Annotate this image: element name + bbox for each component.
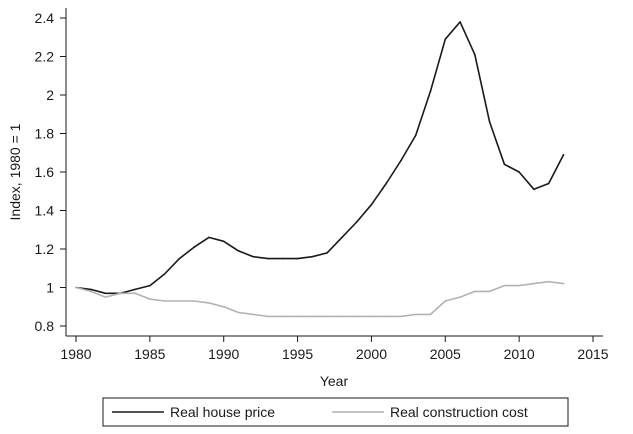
y-axis-title: Index, 1980 = 1: [7, 123, 23, 220]
data-point-real-construction-cost: [222, 306, 225, 308]
data-point-real-construction-cost: [252, 313, 255, 316]
data-point-real-house-price: [400, 159, 402, 162]
data-point-real-construction-cost: [562, 282, 565, 285]
data-point-real-construction-cost: [488, 290, 491, 293]
data-point-real-construction-cost: [370, 315, 373, 318]
data-point-real-construction-cost: [355, 315, 358, 318]
legend: Real house price Real construction cost: [102, 397, 569, 427]
data-point-real-house-price: [90, 288, 92, 291]
data-point-real-construction-cost: [282, 315, 284, 318]
x-tick-label: 2000: [356, 346, 387, 362]
x-tick-label: 1985: [134, 346, 165, 362]
y-tick-label: 2: [46, 87, 54, 103]
data-point-real-construction-cost: [90, 290, 92, 293]
data-point-real-house-price: [237, 250, 240, 252]
data-point-real-house-price: [459, 21, 461, 23]
data-point-real-house-price: [518, 171, 520, 173]
data-point-real-house-price: [385, 182, 388, 185]
data-point-real-house-price: [252, 255, 255, 258]
data-point-real-construction-cost: [474, 290, 476, 293]
data-point-real-construction-cost: [341, 315, 343, 318]
data-point-real-house-price: [547, 182, 550, 185]
data-point-real-construction-cost: [134, 292, 136, 295]
data-point-real-house-price: [282, 257, 284, 260]
data-point-real-house-price: [444, 38, 447, 40]
data-point-real-house-price: [222, 240, 225, 243]
data-point-real-house-price: [208, 236, 210, 239]
data-point-real-house-price: [178, 257, 181, 260]
series-line-real-construction-cost: [75, 280, 564, 318]
y-tick-label: 2.4: [35, 10, 55, 26]
series-line-real-house-price: [75, 21, 565, 295]
data-point-real-house-price: [296, 257, 299, 260]
data-point-real-house-price: [163, 273, 166, 275]
data-point-real-house-price: [311, 255, 314, 258]
data-point-real-construction-cost: [75, 286, 77, 289]
data-point-real-construction-cost: [414, 313, 417, 316]
y-tick-label: 1.2: [35, 241, 55, 257]
data-point-real-construction-cost: [267, 315, 269, 318]
data-point-real-house-price: [370, 203, 373, 206]
data-point-real-house-price: [104, 292, 107, 295]
x-tick-label: 1990: [208, 346, 239, 362]
data-point-real-construction-cost: [193, 300, 195, 302]
x-tick-label: 1995: [282, 346, 313, 362]
data-point-real-construction-cost: [163, 300, 166, 302]
data-point-real-house-price: [474, 53, 476, 56]
data-point-real-house-price: [562, 153, 565, 156]
data-point-real-house-price: [149, 284, 151, 287]
x-axis-title: Year: [320, 373, 349, 389]
data-point-real-construction-cost: [208, 302, 210, 304]
data-point-real-construction-cost: [400, 315, 402, 318]
legend-label-real-construction-cost: Real construction cost: [390, 404, 528, 420]
data-point-real-construction-cost: [237, 311, 240, 314]
data-point-real-house-price: [429, 90, 432, 92]
x-tick-label: 1980: [60, 346, 91, 362]
y-tick-label: 0.8: [35, 318, 55, 334]
x-tick-label: 2005: [430, 346, 461, 362]
series-group: [75, 21, 565, 318]
data-point-real-construction-cost: [326, 315, 328, 318]
y-tick-label: 1.8: [35, 126, 55, 142]
y-tick-label: 2.2: [35, 49, 55, 65]
data-point-real-construction-cost: [119, 292, 122, 295]
data-point-real-construction-cost: [444, 300, 447, 302]
data-point-real-house-price: [326, 252, 328, 254]
data-point-real-construction-cost: [547, 280, 550, 283]
data-point-real-construction-cost: [385, 315, 388, 318]
data-point-real-house-price: [503, 163, 506, 166]
data-point-real-house-price: [134, 288, 136, 291]
y-axis: 0.8 1 1.2 1.4 1.6 1.8 2 2.2 2.4: [35, 8, 67, 336]
data-point-real-house-price: [414, 134, 417, 137]
data-point-real-house-price: [488, 121, 491, 123]
y-tick-label: 1: [46, 280, 54, 296]
data-point-real-construction-cost: [104, 296, 107, 298]
data-point-real-house-price: [341, 236, 343, 239]
y-tick-label: 1.4: [35, 203, 55, 219]
data-point-real-construction-cost: [459, 296, 461, 298]
data-point-real-house-price: [193, 246, 195, 248]
data-point-real-construction-cost: [149, 298, 151, 300]
data-point-real-construction-cost: [429, 313, 432, 316]
data-point-real-construction-cost: [503, 284, 506, 287]
data-point-real-house-price: [533, 188, 535, 191]
data-point-real-house-price: [267, 257, 269, 260]
data-point-real-construction-cost: [518, 284, 520, 287]
x-tick-label: 2015: [577, 346, 608, 362]
x-tick-label: 2010: [504, 346, 535, 362]
x-axis: 1980 1985 1990 1995 2000 2005 2010 2015: [60, 335, 609, 362]
data-point-real-construction-cost: [311, 315, 314, 318]
data-point-real-construction-cost: [533, 282, 535, 285]
legend-label-real-house-price: Real house price: [170, 404, 275, 420]
data-point-real-house-price: [355, 221, 358, 223]
y-tick-label: 1.6: [35, 164, 55, 180]
data-point-real-construction-cost: [178, 300, 181, 302]
data-point-real-construction-cost: [296, 315, 299, 318]
